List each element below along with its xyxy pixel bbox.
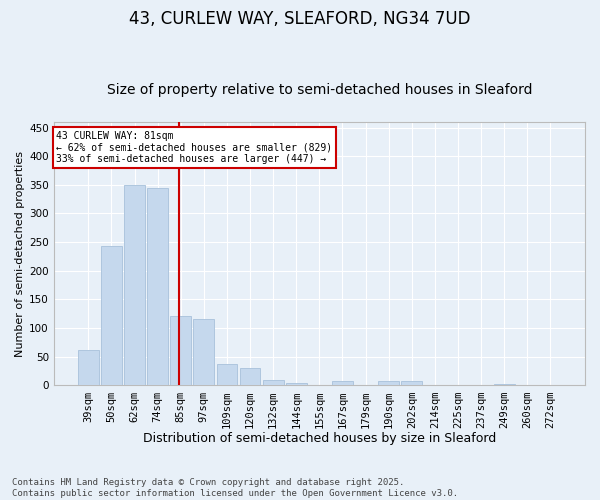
Bar bbox=[193, 319, 214, 386]
Bar bbox=[147, 188, 168, 386]
Bar bbox=[217, 364, 238, 386]
Bar bbox=[401, 382, 422, 386]
Text: Contains HM Land Registry data © Crown copyright and database right 2025.
Contai: Contains HM Land Registry data © Crown c… bbox=[12, 478, 458, 498]
Bar bbox=[239, 368, 260, 386]
Bar bbox=[170, 316, 191, 386]
Bar bbox=[78, 350, 99, 386]
Title: Size of property relative to semi-detached houses in Sleaford: Size of property relative to semi-detach… bbox=[107, 83, 532, 97]
Y-axis label: Number of semi-detached properties: Number of semi-detached properties bbox=[15, 150, 25, 356]
Bar bbox=[332, 382, 353, 386]
Bar bbox=[101, 246, 122, 386]
Bar bbox=[540, 385, 561, 386]
Bar bbox=[286, 383, 307, 386]
Bar bbox=[263, 380, 284, 386]
Bar bbox=[124, 186, 145, 386]
Text: 43 CURLEW WAY: 81sqm
← 62% of semi-detached houses are smaller (829)
33% of semi: 43 CURLEW WAY: 81sqm ← 62% of semi-detac… bbox=[56, 131, 332, 164]
Bar bbox=[379, 382, 399, 386]
Text: 43, CURLEW WAY, SLEAFORD, NG34 7UD: 43, CURLEW WAY, SLEAFORD, NG34 7UD bbox=[129, 10, 471, 28]
X-axis label: Distribution of semi-detached houses by size in Sleaford: Distribution of semi-detached houses by … bbox=[143, 432, 496, 445]
Bar bbox=[494, 384, 515, 386]
